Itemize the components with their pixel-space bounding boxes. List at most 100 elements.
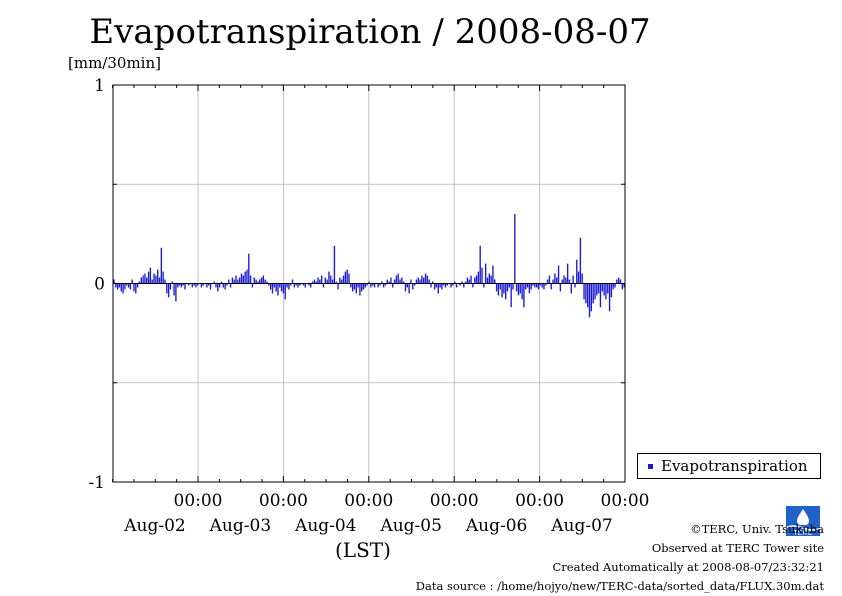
bar xyxy=(623,283,625,288)
bar xyxy=(308,283,310,286)
bar xyxy=(572,275,574,284)
bar xyxy=(171,281,173,284)
bar xyxy=(506,283,509,292)
bar xyxy=(224,283,226,290)
bar xyxy=(248,253,250,284)
bar xyxy=(271,283,274,294)
bar xyxy=(433,283,436,290)
terc-logo-icon: TERC xyxy=(783,503,823,539)
bar xyxy=(209,283,212,290)
bar xyxy=(466,277,469,284)
bar xyxy=(439,283,441,288)
bar xyxy=(266,281,268,284)
bar xyxy=(397,273,399,284)
bar xyxy=(157,269,159,284)
bar xyxy=(313,279,316,284)
bar xyxy=(444,283,447,288)
bar xyxy=(390,277,392,284)
bar xyxy=(341,279,343,284)
bar xyxy=(220,281,223,284)
bar xyxy=(337,283,339,290)
bar xyxy=(459,283,461,286)
bar xyxy=(126,283,128,286)
bar xyxy=(353,283,356,290)
bar xyxy=(342,275,345,284)
bar xyxy=(155,275,157,284)
bar xyxy=(521,283,523,300)
bar xyxy=(268,283,270,286)
x-tick-time-label: 00:00 xyxy=(430,491,479,511)
bar xyxy=(326,279,328,284)
bar xyxy=(339,277,341,284)
bar xyxy=(534,283,536,288)
bar xyxy=(616,279,618,284)
bar xyxy=(490,275,492,284)
bar xyxy=(364,283,367,288)
legend-label: Evapotranspiration xyxy=(661,457,808,475)
bar xyxy=(406,283,408,288)
bar xyxy=(259,279,261,284)
bar xyxy=(370,283,372,288)
bar xyxy=(129,283,132,290)
bar xyxy=(423,277,425,284)
bar xyxy=(200,283,203,288)
chart-title: Evapotranspiration / 2008-08-07 xyxy=(89,12,651,52)
bar xyxy=(382,283,385,288)
bar xyxy=(127,283,130,288)
bar xyxy=(450,283,452,288)
bar xyxy=(228,279,230,284)
bar xyxy=(208,283,210,286)
bar xyxy=(532,283,534,286)
bar xyxy=(599,283,602,308)
bar xyxy=(428,279,430,284)
bar xyxy=(246,269,248,284)
bar xyxy=(229,283,232,288)
x-tick-date-label: Aug-03 xyxy=(209,516,271,536)
bar xyxy=(302,283,305,286)
bar xyxy=(545,283,547,286)
bar xyxy=(446,283,449,286)
x-tick-time-label: 00:00 xyxy=(601,491,650,511)
bar xyxy=(359,283,361,296)
bar xyxy=(191,283,193,288)
bar xyxy=(202,283,204,286)
bar xyxy=(187,283,190,286)
bar xyxy=(386,279,388,284)
bar xyxy=(552,279,554,284)
bar xyxy=(399,279,401,284)
bar xyxy=(193,283,195,286)
bar xyxy=(149,267,152,284)
bar xyxy=(477,271,480,284)
bar xyxy=(348,273,350,284)
bar xyxy=(120,283,122,292)
bar xyxy=(594,283,596,300)
bar xyxy=(492,265,494,284)
bar xyxy=(279,283,281,288)
bar xyxy=(617,277,620,284)
chart-legend: Evapotranspiration xyxy=(637,453,821,479)
bar xyxy=(454,281,456,284)
bar xyxy=(140,277,142,284)
bar xyxy=(464,281,467,284)
bar xyxy=(435,283,438,288)
bar xyxy=(550,283,552,290)
bar xyxy=(494,279,496,284)
bar xyxy=(596,283,598,296)
bar xyxy=(468,279,470,284)
y-axis-unit-label: [mm/30min] xyxy=(68,54,161,72)
bar xyxy=(519,283,521,294)
created-text: Created Automatically at 2008-08-07/23:3… xyxy=(552,560,825,574)
bar xyxy=(603,283,605,296)
bar xyxy=(147,271,150,284)
bar xyxy=(441,283,443,290)
bar xyxy=(226,283,228,286)
bar xyxy=(182,283,184,286)
bar xyxy=(410,279,412,284)
bar xyxy=(177,283,179,288)
bar xyxy=(413,283,416,286)
bar xyxy=(372,283,374,286)
bar xyxy=(590,283,593,312)
bar xyxy=(472,283,474,288)
bar xyxy=(113,279,115,284)
bar xyxy=(583,283,585,300)
